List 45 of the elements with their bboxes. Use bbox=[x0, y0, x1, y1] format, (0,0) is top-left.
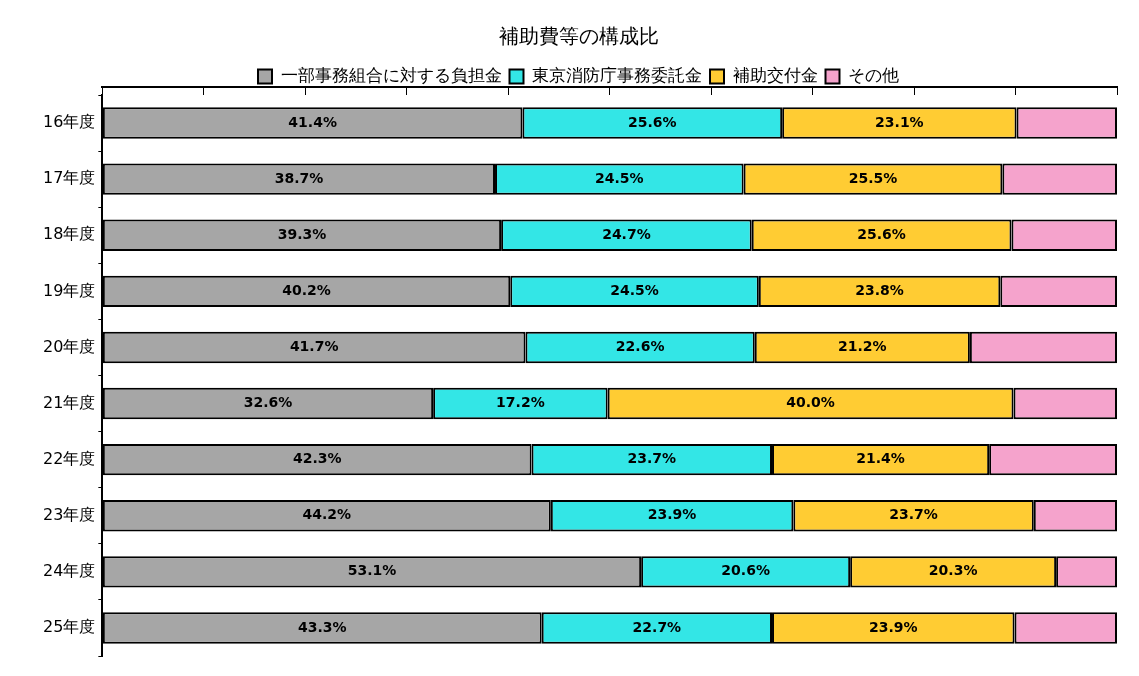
y-tick-label: 24年度 bbox=[43, 561, 96, 581]
data-label: 23.9% bbox=[647, 506, 697, 523]
data-label: 23.7% bbox=[889, 506, 938, 523]
data-label: 22.6% bbox=[615, 338, 665, 355]
y-tick-label: 23年度 bbox=[43, 504, 96, 524]
y-tick-label: 22年度 bbox=[43, 448, 96, 468]
data-label: 43.3% bbox=[297, 618, 347, 635]
data-label: 22.7% bbox=[632, 618, 682, 635]
data-label: 53.1% bbox=[347, 562, 397, 579]
data-label: 23.7% bbox=[627, 450, 677, 467]
data-label: 40.0% bbox=[786, 394, 835, 411]
data-label: 17.2% bbox=[496, 394, 545, 411]
y-tick-label: 18年度 bbox=[43, 224, 96, 244]
data-label: 23.9% bbox=[868, 618, 918, 635]
y-tick-label: 19年度 bbox=[43, 280, 96, 300]
data-label: 21.4% bbox=[856, 450, 905, 467]
data-label: 39.3% bbox=[277, 225, 327, 242]
y-tick-label: 25年度 bbox=[43, 617, 96, 637]
data-label: 44.2% bbox=[302, 506, 352, 523]
y-tick-label: 16年度 bbox=[43, 112, 96, 132]
data-label: 20.6% bbox=[721, 562, 770, 579]
data-label: 40.2% bbox=[282, 281, 331, 298]
data-label: 23.8% bbox=[855, 281, 904, 298]
data-label: 23.1% bbox=[875, 113, 924, 130]
data-label: 32.6% bbox=[243, 394, 293, 411]
data-label: 41.7% bbox=[289, 338, 339, 355]
chart-title: 補助費等の構成比 bbox=[498, 24, 659, 49]
data-label: 20.3% bbox=[928, 562, 978, 579]
legend-label: 一部事務組合に対する負担金 bbox=[280, 64, 502, 85]
data-label: 21.2% bbox=[838, 338, 887, 355]
data-label: 38.7% bbox=[274, 169, 324, 186]
legend-label: 東京消防庁事務委託金 bbox=[532, 64, 702, 85]
data-label: 24.5% bbox=[595, 169, 644, 186]
data-label: 25.5% bbox=[848, 169, 898, 186]
legend-label: その他 bbox=[848, 64, 899, 85]
y-tick-label: 20年度 bbox=[43, 336, 96, 356]
legend-label: 補助交付金 bbox=[732, 64, 818, 85]
y-tick-label: 17年度 bbox=[43, 168, 96, 188]
data-label: 25.6% bbox=[857, 225, 906, 242]
data-label: 24.5% bbox=[610, 281, 659, 298]
data-label: 24.7% bbox=[602, 225, 651, 242]
data-label: 25.6% bbox=[628, 113, 677, 130]
y-tick-label: 21年度 bbox=[43, 392, 96, 412]
data-label: 41.4% bbox=[288, 113, 337, 130]
data-label: 42.3% bbox=[292, 450, 342, 467]
